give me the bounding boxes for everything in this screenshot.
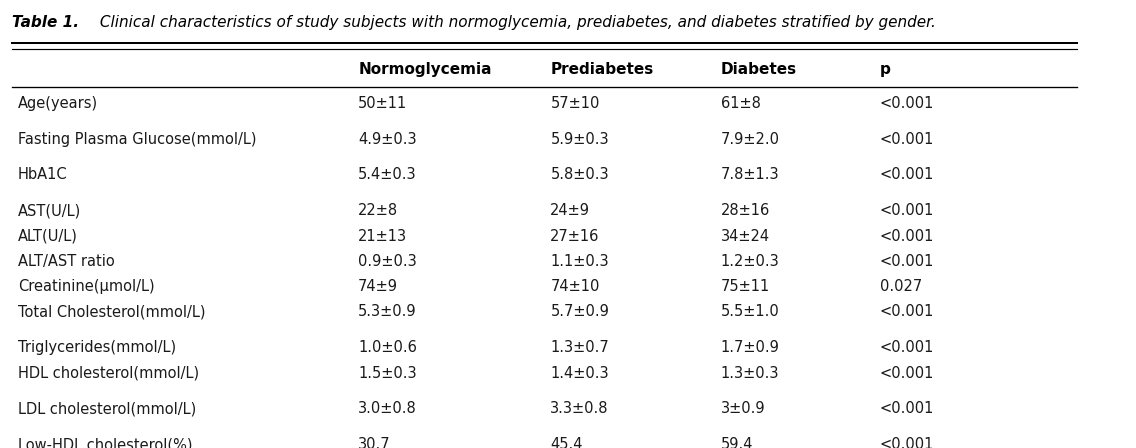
Text: 24±9: 24±9 [550, 203, 591, 218]
Text: 21±13: 21±13 [358, 228, 408, 244]
Text: 50±11: 50±11 [358, 95, 408, 111]
Text: 27±16: 27±16 [550, 228, 600, 244]
Text: p: p [879, 62, 891, 77]
Text: <0.001: <0.001 [879, 366, 934, 380]
Text: 3.3±0.8: 3.3±0.8 [550, 401, 609, 417]
Text: 28±16: 28±16 [720, 203, 770, 218]
Text: 1.5±0.3: 1.5±0.3 [358, 366, 417, 380]
Text: 5.4±0.3: 5.4±0.3 [358, 168, 417, 182]
Text: <0.001: <0.001 [879, 340, 934, 355]
Text: Low-HDL cholesterol(%): Low-HDL cholesterol(%) [18, 437, 192, 448]
Text: 7.9±2.0: 7.9±2.0 [720, 132, 779, 146]
Text: <0.001: <0.001 [879, 168, 934, 182]
Text: Normoglycemia: Normoglycemia [358, 62, 492, 77]
Text: <0.001: <0.001 [879, 437, 934, 448]
Text: 1.3±0.3: 1.3±0.3 [720, 366, 779, 380]
Text: 30.7: 30.7 [358, 437, 391, 448]
Text: <0.001: <0.001 [879, 304, 934, 319]
Text: 3.0±0.8: 3.0±0.8 [358, 401, 417, 417]
Text: ALT/AST ratio: ALT/AST ratio [18, 254, 115, 269]
Text: Creatinine(μmol/L): Creatinine(μmol/L) [18, 279, 154, 294]
Text: 61±8: 61±8 [720, 95, 760, 111]
Text: ALT(U/L): ALT(U/L) [18, 228, 77, 244]
Text: 1.4±0.3: 1.4±0.3 [550, 366, 609, 380]
Text: 5.7±0.9: 5.7±0.9 [550, 304, 609, 319]
Text: Diabetes: Diabetes [720, 62, 796, 77]
Text: 74±9: 74±9 [358, 279, 399, 294]
Text: <0.001: <0.001 [879, 228, 934, 244]
Text: 1.2±0.3: 1.2±0.3 [720, 254, 779, 269]
Text: HDL cholesterol(mmol/L): HDL cholesterol(mmol/L) [18, 366, 199, 380]
Text: 45.4: 45.4 [550, 437, 583, 448]
Text: 5.8±0.3: 5.8±0.3 [550, 168, 609, 182]
Text: 1.3±0.7: 1.3±0.7 [550, 340, 609, 355]
Text: <0.001: <0.001 [879, 254, 934, 269]
Text: 1.0±0.6: 1.0±0.6 [358, 340, 417, 355]
Text: 59.4: 59.4 [720, 437, 753, 448]
Text: 5.5±1.0: 5.5±1.0 [720, 304, 779, 319]
Text: <0.001: <0.001 [879, 132, 934, 146]
Text: HbA1C: HbA1C [18, 168, 67, 182]
Text: <0.001: <0.001 [879, 203, 934, 218]
Text: 0.027: 0.027 [879, 279, 922, 294]
Text: 3±0.9: 3±0.9 [720, 401, 766, 417]
Text: 57±10: 57±10 [550, 95, 600, 111]
Text: 1.1±0.3: 1.1±0.3 [550, 254, 609, 269]
Text: Prediabetes: Prediabetes [550, 62, 653, 77]
Text: 0.9±0.3: 0.9±0.3 [358, 254, 417, 269]
Text: 7.8±1.3: 7.8±1.3 [720, 168, 779, 182]
Text: <0.001: <0.001 [879, 95, 934, 111]
Text: Triglycerides(mmol/L): Triglycerides(mmol/L) [18, 340, 176, 355]
Text: LDL cholesterol(mmol/L): LDL cholesterol(mmol/L) [18, 401, 197, 417]
Text: 34±24: 34±24 [720, 228, 770, 244]
Text: 74±10: 74±10 [550, 279, 600, 294]
Text: Total Cholesterol(mmol/L): Total Cholesterol(mmol/L) [18, 304, 206, 319]
Text: <0.001: <0.001 [879, 401, 934, 417]
Text: 5.9±0.3: 5.9±0.3 [550, 132, 609, 146]
Text: 22±8: 22±8 [358, 203, 399, 218]
Text: AST(U/L): AST(U/L) [18, 203, 81, 218]
Text: Fasting Plasma Glucose(mmol/L): Fasting Plasma Glucose(mmol/L) [18, 132, 257, 146]
Text: Table 1.: Table 1. [12, 15, 80, 30]
Text: Age(years): Age(years) [18, 95, 98, 111]
Text: 75±11: 75±11 [720, 279, 770, 294]
Text: 5.3±0.9: 5.3±0.9 [358, 304, 417, 319]
Text: 1.7±0.9: 1.7±0.9 [720, 340, 779, 355]
Text: Clinical characteristics of study subjects with normoglycemia, prediabetes, and : Clinical characteristics of study subjec… [94, 15, 936, 30]
Text: 4.9±0.3: 4.9±0.3 [358, 132, 417, 146]
